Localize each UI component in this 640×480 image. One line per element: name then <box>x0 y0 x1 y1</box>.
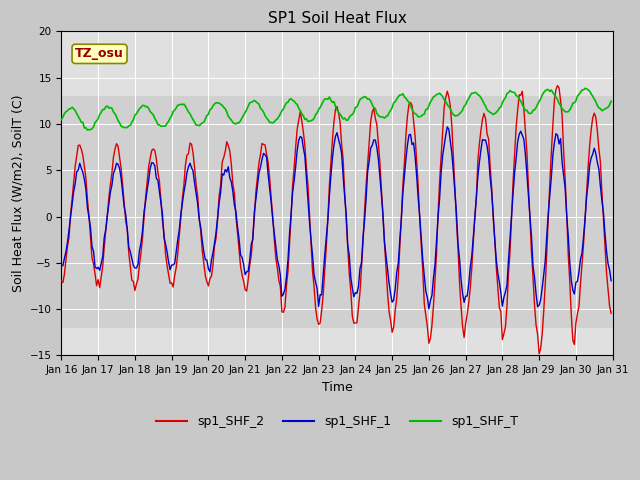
sp1_SHF_T <box>58 117 65 122</box>
sp1_SHF_2 <box>607 310 615 316</box>
sp1_SHF_1 <box>125 244 132 250</box>
sp1_SHF_2 <box>58 278 65 284</box>
sp1_SHF_T <box>84 127 92 133</box>
Y-axis label: Soil Heat Flux (W/m2), SoilT (C): Soil Heat Flux (W/m2), SoilT (C) <box>11 95 24 292</box>
Bar <box>61 96 612 328</box>
sp1_SHF_T <box>300 113 307 119</box>
sp1_SHF_2 <box>125 250 132 255</box>
sp1_SHF_2 <box>249 233 257 239</box>
Line: sp1_SHF_1: sp1_SHF_1 <box>61 127 611 309</box>
Line: sp1_SHF_2: sp1_SHF_2 <box>61 85 611 354</box>
sp1_SHF_T <box>578 87 586 93</box>
sp1_SHF_T <box>607 98 615 104</box>
sp1_SHF_T <box>250 97 258 103</box>
sp1_SHF_1 <box>240 262 248 267</box>
sp1_SHF_1 <box>298 135 306 141</box>
sp1_SHF_2 <box>554 83 561 88</box>
sp1_SHF_T <box>581 85 589 91</box>
X-axis label: Time: Time <box>322 381 353 394</box>
sp1_SHF_2 <box>535 351 543 357</box>
sp1_SHF_1 <box>221 167 229 172</box>
Title: SP1 Soil Heat Flux: SP1 Soil Heat Flux <box>268 11 406 26</box>
sp1_SHF_2 <box>298 119 306 124</box>
sp1_SHF_T <box>127 122 134 128</box>
sp1_SHF_1 <box>58 263 65 268</box>
sp1_SHF_1 <box>425 306 433 312</box>
sp1_SHF_2 <box>221 149 229 155</box>
sp1_SHF_1 <box>444 124 451 130</box>
sp1_SHF_2 <box>580 241 588 247</box>
Line: sp1_SHF_T: sp1_SHF_T <box>61 88 611 130</box>
Text: TZ_osu: TZ_osu <box>75 48 124 60</box>
sp1_SHF_1 <box>607 278 615 284</box>
sp1_SHF_1 <box>249 237 257 242</box>
Legend: sp1_SHF_2, sp1_SHF_1, sp1_SHF_T: sp1_SHF_2, sp1_SHF_1, sp1_SHF_T <box>151 410 524 433</box>
sp1_SHF_T <box>223 109 230 115</box>
sp1_SHF_2 <box>240 278 248 284</box>
sp1_SHF_T <box>241 109 249 115</box>
sp1_SHF_1 <box>580 234 588 240</box>
